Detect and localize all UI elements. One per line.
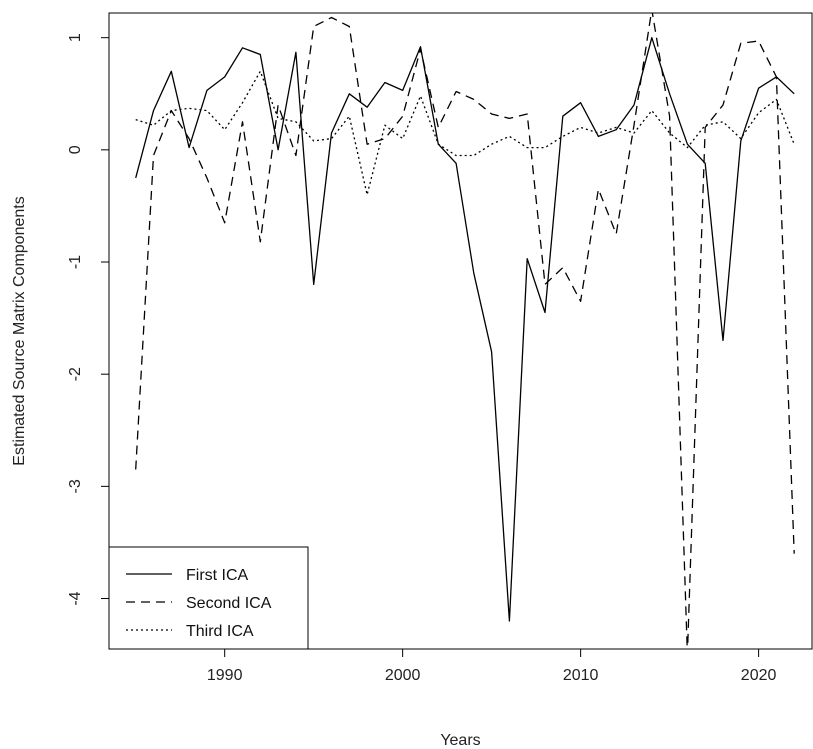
- x-tick-label: 2010: [563, 667, 599, 684]
- series-line-second-ica: [135, 13, 795, 649]
- y-tick-label: -4: [67, 591, 84, 605]
- axes-layer: 1990 2000 2010 2020 -4 -3 -2 -1 0 1 Years Estimated…: [11, 33, 777, 749]
- legend: First ICA Second ICA Third ICA: [108, 546, 309, 650]
- x-tick-label: 2020: [741, 667, 777, 684]
- y-tick-label: -3: [67, 479, 84, 493]
- series-layer: [135, 13, 795, 649]
- series-line-first-ica: [135, 37, 795, 622]
- y-tick-label: 1: [67, 33, 84, 42]
- plot-frame: [108, 12, 813, 650]
- legend-label-second-ica: Second ICA: [186, 595, 272, 612]
- legend-label-first-ica: First ICA: [186, 567, 249, 584]
- y-tick-label: -2: [67, 367, 84, 381]
- x-tick-label: 2000: [385, 667, 421, 684]
- series-line-third-ica: [135, 70, 795, 196]
- y-tick-label: -1: [67, 255, 84, 269]
- y-axis-label: Estimated Source Matrix Components: [11, 196, 28, 465]
- x-axis-label: Years: [440, 732, 480, 749]
- x-tick-label: 1990: [207, 667, 243, 684]
- legend-label-third-ica: Third ICA: [186, 623, 254, 640]
- y-tick-label: 0: [67, 145, 84, 154]
- legend-box: [108, 546, 309, 650]
